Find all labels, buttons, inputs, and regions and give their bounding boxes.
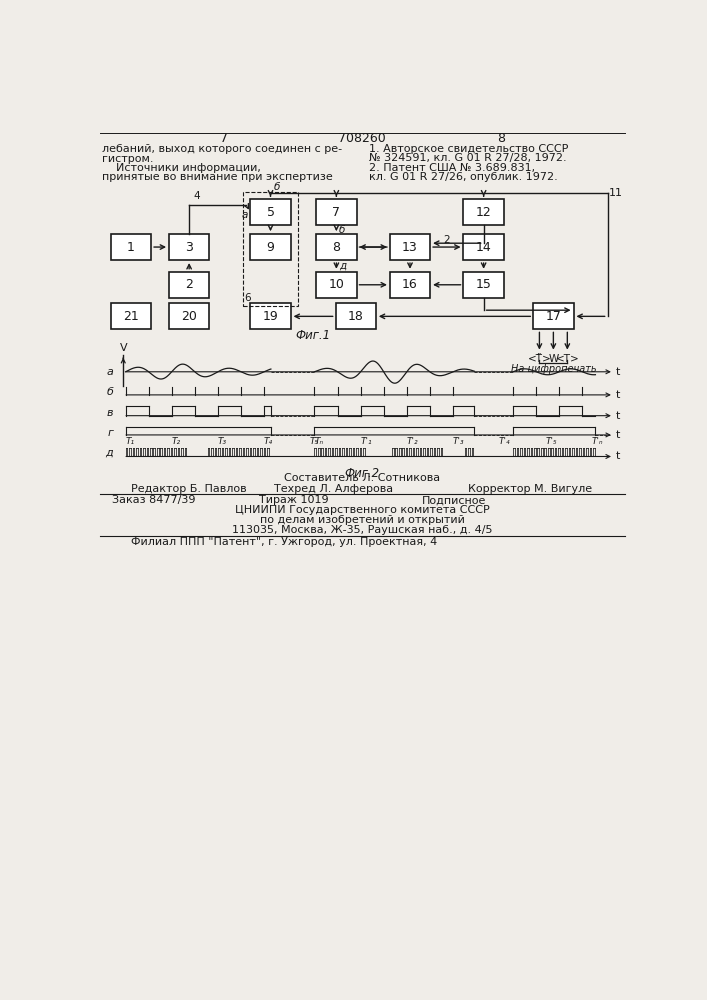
Text: t: t	[615, 451, 620, 461]
Text: 14: 14	[476, 241, 491, 254]
Text: 11: 11	[609, 188, 623, 198]
Bar	[316, 272, 356, 298]
Text: принятые во внимание при экспертизе: принятые во внимание при экспертизе	[103, 172, 333, 182]
Text: 9: 9	[267, 241, 274, 254]
Text: Редактор Б. Павлов: Редактор Б. Павлов	[131, 484, 247, 494]
Text: t: t	[615, 411, 620, 421]
Bar	[316, 234, 356, 260]
Bar	[390, 234, 430, 260]
Bar	[243, 192, 298, 306]
Text: гистром.: гистром.	[103, 153, 154, 163]
Text: ЦНИИПИ Государственного комитета СССР: ЦНИИПИ Государственного комитета СССР	[235, 505, 489, 515]
Bar	[464, 272, 504, 298]
Text: T₄: T₄	[264, 437, 273, 446]
Text: 6: 6	[244, 293, 251, 303]
Bar	[250, 199, 291, 225]
Text: 18: 18	[348, 310, 363, 323]
Text: б: б	[274, 182, 280, 192]
Text: 3: 3	[185, 241, 193, 254]
Text: На цифропечать: На цифропечать	[510, 364, 596, 374]
Text: Корректор М. Вигуле: Корректор М. Вигуле	[468, 484, 592, 494]
Text: Подписное: Подписное	[421, 495, 486, 505]
Text: а: а	[242, 210, 248, 220]
Text: 2. Патент США № 3.689.831,: 2. Патент США № 3.689.831,	[369, 163, 535, 173]
Text: в: в	[107, 408, 113, 418]
Text: 2: 2	[443, 235, 450, 245]
Text: Источники информации,: Источники информации,	[103, 163, 261, 173]
Text: 113035, Москва, Ж-35, Раушская наб., д. 4/5: 113035, Москва, Ж-35, Раушская наб., д. …	[232, 525, 492, 535]
Text: T₃: T₃	[218, 437, 227, 446]
Text: T₁: T₁	[126, 437, 135, 446]
Text: Заказ 8477/39: Заказ 8477/39	[112, 495, 195, 505]
Text: T'₄: T'₄	[499, 437, 510, 446]
Text: T'ₙ: T'ₙ	[591, 437, 603, 446]
Bar	[316, 199, 356, 225]
Text: T₅: T₅	[310, 437, 320, 446]
Bar	[111, 303, 151, 329]
Bar	[169, 303, 209, 329]
Text: а: а	[106, 367, 113, 377]
Bar	[464, 199, 504, 225]
Text: W: W	[548, 354, 559, 364]
Text: 1. Авторское свидетельство СССР: 1. Авторское свидетельство СССР	[369, 144, 568, 154]
Text: 1: 1	[127, 241, 135, 254]
Text: б: б	[106, 387, 113, 397]
Text: t: t	[615, 367, 620, 377]
Text: <T̃>: <T̃>	[527, 354, 551, 364]
Text: 5: 5	[267, 206, 274, 219]
Text: Техред Л. Алферова: Техред Л. Алферова	[274, 484, 394, 494]
Text: Составитель Л. Сотникова: Составитель Л. Сотникова	[284, 473, 440, 483]
Bar	[111, 234, 151, 260]
Text: Фиг.2: Фиг.2	[344, 467, 380, 480]
Text: 7: 7	[332, 206, 340, 219]
Text: Тираж 1019: Тираж 1019	[259, 495, 329, 505]
Text: t: t	[615, 390, 620, 400]
Text: 16: 16	[402, 278, 418, 291]
Text: 15: 15	[476, 278, 491, 291]
Text: № 324591, кл. G 01 R 27/28, 1972.: № 324591, кл. G 01 R 27/28, 1972.	[369, 153, 566, 163]
Text: t: t	[615, 430, 620, 440]
Text: 13: 13	[402, 241, 418, 254]
Text: 8: 8	[332, 241, 340, 254]
Text: 2: 2	[185, 278, 193, 291]
Text: д: д	[105, 448, 113, 458]
Text: г: г	[107, 428, 113, 438]
Text: кл. G 01 R 27/26, опублик. 1972.: кл. G 01 R 27/26, опублик. 1972.	[369, 172, 558, 182]
Bar	[169, 272, 209, 298]
Text: <T>: <T>	[556, 354, 579, 364]
Text: 12: 12	[476, 206, 491, 219]
Text: лебаний, выход которого соединен с ре-: лебаний, выход которого соединен с ре-	[103, 144, 342, 154]
Text: T'₅: T'₅	[545, 437, 556, 446]
Text: 4: 4	[193, 191, 199, 201]
Text: T'₂: T'₂	[407, 437, 419, 446]
Text: 19: 19	[262, 310, 279, 323]
Text: Фиг.1: Фиг.1	[296, 329, 331, 342]
Text: по делам изобретений и открытий: по делам изобретений и открытий	[259, 515, 464, 525]
Text: д: д	[339, 261, 346, 271]
Text: Филиал ППП "Патент", г. Ужгород, ул. Проектная, 4: Филиал ППП "Патент", г. Ужгород, ул. Про…	[131, 537, 437, 547]
Text: 20: 20	[181, 310, 197, 323]
Bar	[336, 303, 376, 329]
Bar	[169, 234, 209, 260]
Text: 21: 21	[123, 310, 139, 323]
Bar	[390, 272, 430, 298]
Bar	[533, 303, 573, 329]
Text: 8: 8	[497, 132, 505, 145]
Bar	[464, 234, 504, 260]
Text: 17: 17	[545, 310, 561, 323]
Text: 7: 7	[220, 132, 228, 145]
Text: 708260: 708260	[338, 132, 386, 145]
Text: 10: 10	[329, 278, 344, 291]
Text: Tₙ: Tₙ	[315, 437, 324, 446]
Text: V: V	[119, 343, 127, 353]
Text: б: б	[339, 225, 345, 235]
Text: T'₁: T'₁	[361, 437, 373, 446]
Bar	[250, 303, 291, 329]
Text: T₂: T₂	[172, 437, 181, 446]
Text: T'₃: T'₃	[453, 437, 464, 446]
Bar	[250, 234, 291, 260]
